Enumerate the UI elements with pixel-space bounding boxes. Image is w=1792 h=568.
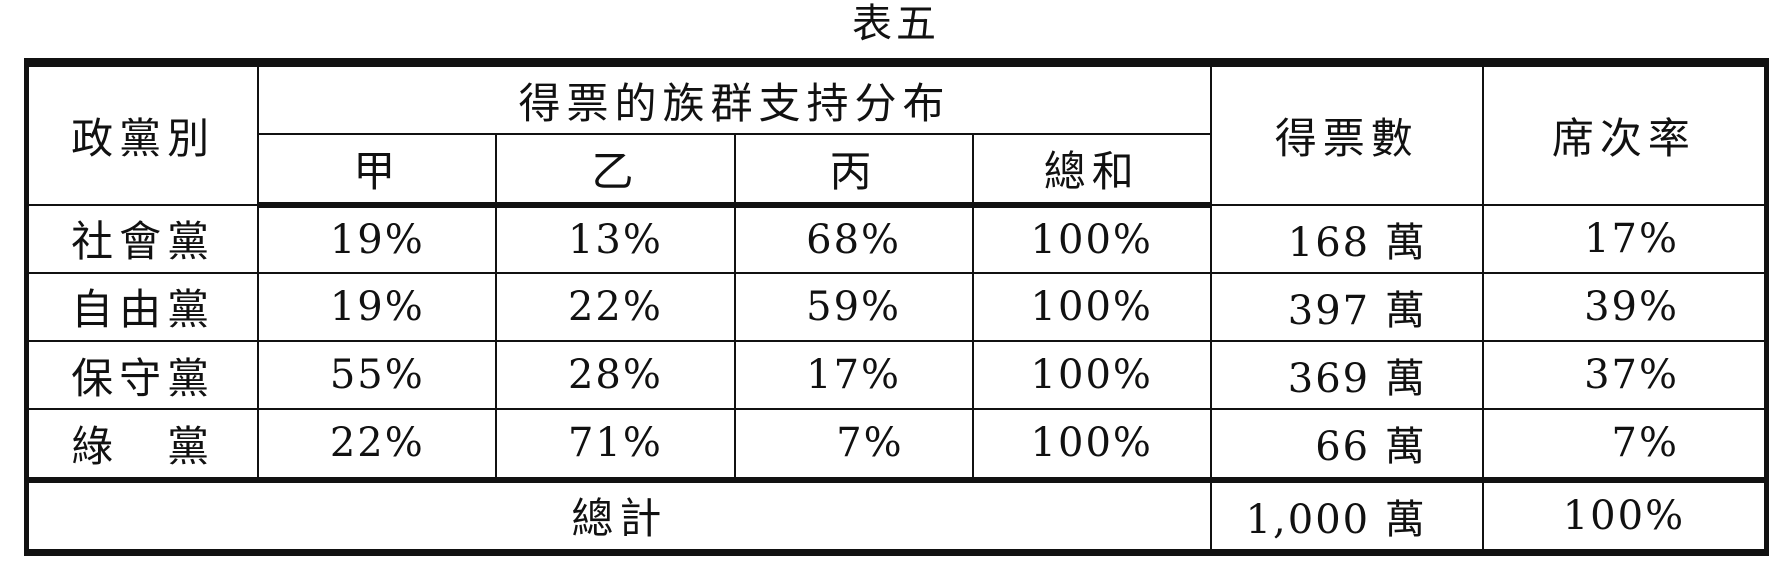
cell-group-a: 19%	[257, 271, 498, 342]
total-label: 總計	[27, 478, 1212, 552]
cell-group-total: 100%	[971, 408, 1212, 483]
table-row: 綠 黨 22% 71% 7% 100% 66 萬 7%	[26, 408, 1767, 483]
total-seat-rate: 100%	[1481, 478, 1767, 552]
cell-group-b: 22%	[495, 271, 736, 342]
cell-votes: 66 萬	[1209, 408, 1484, 483]
cell-group-b: 71%	[495, 408, 736, 483]
cell-group-a: 22%	[257, 408, 498, 483]
cell-group-a: 55%	[257, 339, 498, 411]
cell-group-a: 19%	[257, 203, 498, 274]
table-footer-row: 總計 1,000 萬 100%	[27, 478, 1767, 552]
header-votes: 得票數	[1209, 65, 1484, 206]
cell-seat-rate: 39%	[1481, 271, 1767, 342]
cell-votes: 369 萬	[1209, 339, 1484, 411]
cell-group-total: 100%	[971, 339, 1212, 411]
header-support-group: 得票的族群支持分布	[257, 64, 1212, 136]
cell-seat-rate: 37%	[1481, 339, 1767, 411]
cell-group-total: 100%	[971, 271, 1212, 342]
cell-group-c: 17%	[733, 339, 974, 411]
results-table: 政黨別 得票的族群支持分布 得票數 席次率 甲 乙 丙 總和 社會黨 19% 1…	[24, 58, 1769, 556]
party-name: 保守黨	[26, 339, 260, 411]
header-group-a: 甲	[257, 133, 498, 208]
cell-group-b: 28%	[495, 339, 736, 411]
cell-votes: 168 萬	[1209, 203, 1484, 274]
table-row: 社會黨 19% 13% 68% 100% 168 萬 17%	[26, 203, 1767, 274]
cell-group-c: 7%	[733, 408, 974, 483]
table-row: 保守黨 55% 28% 17% 100% 369 萬 37%	[26, 339, 1767, 411]
results-table-grid: 政黨別 得票的族群支持分布 得票數 席次率 甲 乙 丙 總和 社會黨 19% 1…	[26, 64, 1767, 552]
table-caption: 表五	[852, 1, 940, 47]
cell-group-c: 68%	[733, 203, 974, 274]
total-votes: 1,000 萬	[1209, 478, 1484, 552]
party-name: 自由黨	[26, 271, 260, 342]
cell-seat-rate: 17%	[1481, 203, 1767, 274]
cell-group-b: 13%	[495, 203, 736, 274]
header-group-total: 總和	[971, 133, 1212, 208]
cell-group-c: 59%	[733, 271, 974, 342]
cell-group-total: 100%	[971, 203, 1212, 274]
party-name: 綠 黨	[26, 408, 260, 483]
header-party: 政黨別	[26, 65, 260, 206]
cell-votes: 397 萬	[1209, 271, 1484, 342]
party-name: 社會黨	[26, 203, 260, 274]
cell-seat-rate: 7%	[1481, 408, 1767, 483]
header-group-c: 丙	[733, 133, 974, 208]
header-group-b: 乙	[495, 133, 736, 208]
table-row: 自由黨 19% 22% 59% 100% 397 萬 39%	[26, 271, 1767, 342]
header-seat-rate: 席次率	[1481, 65, 1767, 206]
